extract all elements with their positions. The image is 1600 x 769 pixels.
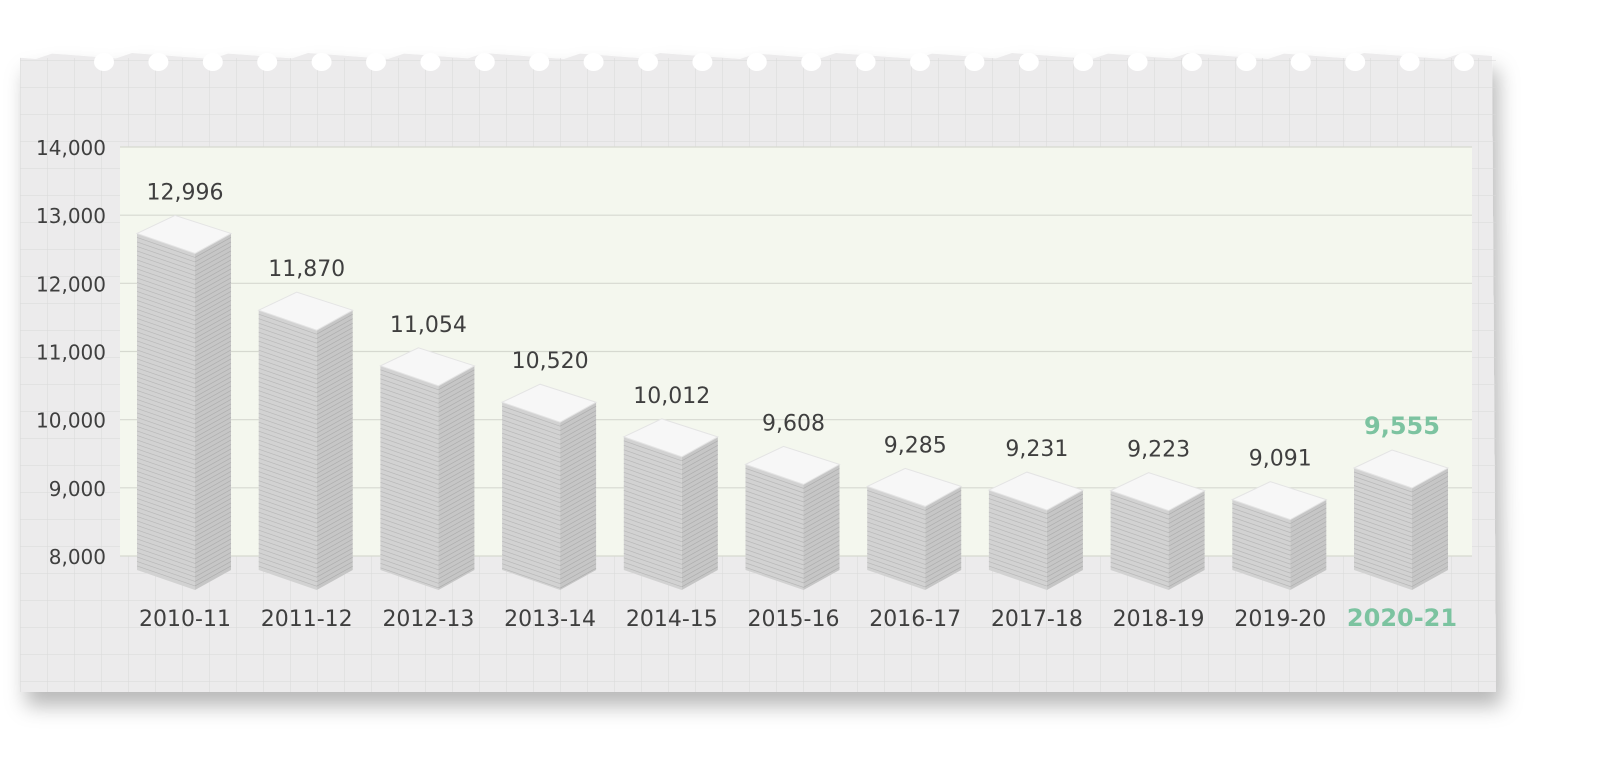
binder-hole [1073,53,1094,71]
data-labels: 12,996 11,870 11,054 10,520 10,012 9,608 9,285… [147,180,1440,471]
binder-hole [1182,53,1202,71]
binder-hole [1454,53,1474,71]
y-tick-label: 8,000 [49,545,106,569]
binder-hole [1345,53,1366,71]
binder-hole [746,53,767,71]
y-tick-label: 12,000 [36,272,106,296]
x-tick-label: 2016-17 [869,607,961,632]
binder-hole [202,53,223,71]
binder-hole [1399,53,1420,71]
x-tick-label: 2020-21 [1347,604,1457,632]
data-label: 9,608 [762,411,825,436]
binder-hole [855,53,876,71]
x-tick-label: 2014-15 [626,607,718,632]
bar-2012-13 [379,347,476,590]
x-tick-label: 2013-14 [504,607,596,632]
bar-2015-16 [744,445,841,590]
binder-hole [692,53,713,71]
data-label: 10,520 [512,349,589,374]
data-label: 9,231 [1005,437,1068,462]
x-tick-label: 2019-20 [1234,607,1326,632]
y-tick-label: 9,000 [49,477,106,501]
bar-2013-14 [500,383,598,590]
y-tick-label: 14,000 [36,136,106,160]
data-label: 9,555 [1364,412,1440,440]
x-tick-label: 2011-12 [261,607,353,632]
bar-2010-11 [135,214,233,590]
x-tick-label: 2018-19 [1113,607,1205,632]
binder-hole [148,53,169,71]
y-axis-ticks: 8,000 9,000 10,000 11,000 12,000 13,000 14,000 [36,136,106,569]
binder-hole [910,53,930,71]
binder-hole [1018,53,1039,71]
binder-hole [311,53,332,71]
binder-hole [638,53,658,71]
binder-hole [94,53,114,71]
bar-2019-20 [1230,481,1328,590]
bar-2011-12 [257,291,354,590]
data-label: 9,091 [1249,447,1312,472]
data-label: 10,012 [633,384,710,409]
data-label: 9,223 [1127,438,1190,463]
bar-2018-19 [1109,472,1206,590]
y-tick-label: 10,000 [36,409,106,433]
binder-hole [420,53,441,71]
bar-2016-17 [865,467,963,590]
binder-hole [366,53,386,71]
binder-hole [583,53,604,71]
binder-hole [1290,53,1311,71]
x-tick-label: 2010-11 [139,607,231,632]
x-tick-label: 2017-18 [991,607,1083,632]
x-tick-label: 2015-16 [748,607,840,632]
bar-2017-18 [987,471,1085,590]
y-tick-label: 13,000 [36,204,106,228]
bar-2020-21 [1352,449,1450,590]
binder-hole [474,53,495,71]
binder-hole [1127,53,1148,71]
x-tick-label: 2012-13 [382,607,474,632]
binder-hole [1236,53,1257,71]
binder-hole [529,53,550,71]
data-label: 9,285 [884,433,947,458]
binder-hole [964,53,985,71]
binder-hole [801,53,822,71]
y-tick-label: 11,000 [36,341,106,365]
bar-2014-15 [622,418,720,590]
data-label: 11,870 [268,257,345,282]
data-label: 11,054 [390,313,467,338]
x-axis-ticks: 2010-11 2011-12 2012-13 2013-14 2014-15 2015-… [139,604,1457,632]
data-label: 12,996 [147,180,224,205]
binder-hole [257,53,278,71]
bars [135,214,1450,590]
